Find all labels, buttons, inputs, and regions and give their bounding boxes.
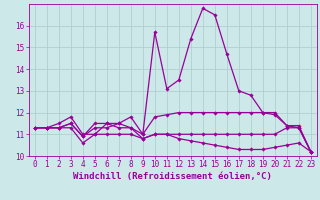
X-axis label: Windchill (Refroidissement éolien,°C): Windchill (Refroidissement éolien,°C) (73, 172, 272, 181)
